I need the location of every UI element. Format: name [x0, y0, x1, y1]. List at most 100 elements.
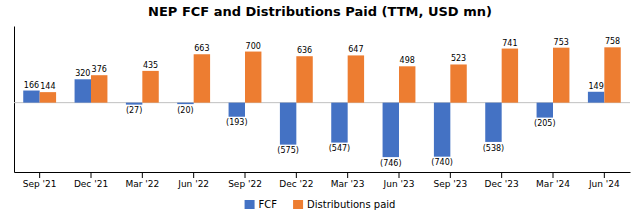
bar	[553, 48, 569, 103]
x-tick-mark	[39, 172, 40, 178]
bar	[537, 103, 553, 118]
y-axis-line	[14, 27, 15, 173]
bar	[126, 103, 142, 105]
x-tick: Jun '24	[588, 172, 620, 189]
bar	[91, 75, 107, 102]
x-tick-mark	[501, 172, 502, 178]
bars	[14, 47, 630, 157]
legend: FCF Distributions paid	[245, 199, 396, 210]
x-tick: Dec '23	[485, 172, 519, 189]
data-label: 741	[502, 39, 517, 48]
plot: Sep '21 Dec '21 Mar '22 Jun '22 Sep '22 Dec '…	[14, 27, 631, 190]
x-tick-label: Sep '21	[23, 179, 57, 189]
x-tick-label: Mar '23	[331, 179, 365, 189]
x-tick-mark	[604, 172, 605, 178]
data-label: 647	[348, 45, 363, 54]
bar	[229, 103, 245, 117]
data-label: (547)	[329, 144, 351, 153]
bar	[177, 103, 193, 104]
bar	[40, 92, 56, 103]
data-label: (740)	[431, 158, 453, 167]
data-label: 523	[451, 54, 466, 63]
bar	[434, 103, 450, 157]
data-label: (538)	[483, 144, 505, 153]
data-label: 144	[40, 82, 55, 91]
bar	[142, 71, 158, 103]
legend-item: FCF	[245, 199, 278, 210]
bar	[604, 47, 620, 102]
x-tick-mark	[450, 172, 451, 178]
bar	[194, 54, 210, 102]
x-tick: Dec '22	[279, 172, 313, 189]
x-tick: Mar '24	[536, 172, 570, 189]
data-label: 700	[246, 42, 261, 51]
legend-swatch	[245, 200, 255, 209]
data-label: 636	[297, 46, 312, 55]
data-labels: 166 320 (27) (20) (193) (575) (547) (746) (740) (…	[24, 37, 620, 167]
x-tick-mark	[193, 172, 194, 178]
x-tick-label: Mar '24	[536, 179, 570, 189]
x-tick-mark	[296, 172, 297, 178]
data-label: (205)	[534, 119, 556, 128]
legend-swatch	[293, 200, 303, 209]
title: NEP FCF and Distributions Paid (TTM, USD…	[148, 4, 492, 19]
data-label: (746)	[380, 159, 402, 168]
y-axis	[14, 27, 15, 173]
x-tick: Jun '23	[383, 172, 415, 189]
x-tick-mark	[91, 172, 92, 178]
data-label: 498	[400, 56, 415, 65]
x-tick: Sep '21	[23, 172, 57, 189]
bar	[245, 52, 261, 103]
data-label: 753	[554, 38, 569, 47]
x-tick-label: Dec '23	[485, 179, 519, 189]
bar	[348, 55, 364, 102]
data-label: (27)	[126, 106, 142, 115]
data-label: 435	[143, 61, 158, 70]
x-tick-label: Dec '21	[74, 179, 108, 189]
x-tick: Sep '22	[228, 172, 262, 189]
x-tick-mark	[399, 172, 400, 178]
bar	[502, 49, 518, 103]
bar	[280, 103, 296, 145]
bar	[331, 103, 347, 143]
x-tick-mark	[245, 172, 246, 178]
x-tick: Mar '22	[125, 172, 159, 189]
bar	[450, 64, 466, 102]
data-label: (20)	[177, 106, 193, 115]
legend-label: Distributions paid	[307, 199, 395, 210]
bar	[399, 66, 415, 102]
bar	[588, 92, 604, 103]
bar	[383, 103, 399, 157]
x-tick-label: Jun '22	[177, 179, 209, 189]
x-tick: Dec '21	[74, 172, 108, 189]
x-tick-mark	[347, 172, 348, 178]
legend-label: FCF	[259, 199, 278, 210]
chart: NEP FCF and Distributions Paid (TTM, USD…	[0, 0, 640, 216]
data-label: 320	[75, 69, 90, 78]
bar	[75, 79, 91, 102]
data-label: 758	[605, 37, 620, 46]
data-label: 166	[24, 81, 39, 90]
bar	[23, 91, 39, 103]
x-axis: Sep '21 Dec '21 Mar '22 Jun '22 Sep '22 Dec '…	[15, 172, 631, 189]
x-tick-mark	[142, 172, 143, 178]
x-tick-mark	[553, 172, 554, 178]
data-label: 149	[588, 82, 603, 91]
x-tick-label: Jun '23	[383, 179, 415, 189]
x-tick-label: Dec '22	[279, 179, 313, 189]
data-label: 376	[92, 65, 107, 74]
x-tick: Jun '22	[177, 172, 209, 189]
x-axis-line	[15, 172, 631, 173]
x-tick: Mar '23	[331, 172, 365, 189]
legend-item: Distributions paid	[293, 199, 395, 210]
x-tick: Sep '23	[433, 172, 467, 189]
x-tick-label: Jun '24	[588, 179, 620, 189]
bar	[296, 56, 312, 102]
data-label: 663	[194, 44, 209, 53]
x-tick-label: Mar '22	[125, 179, 159, 189]
x-tick-label: Sep '23	[433, 179, 467, 189]
data-label: (575)	[277, 146, 299, 155]
x-tick-label: Sep '22	[228, 179, 262, 189]
data-label: (193)	[226, 118, 248, 127]
bar	[485, 103, 501, 142]
